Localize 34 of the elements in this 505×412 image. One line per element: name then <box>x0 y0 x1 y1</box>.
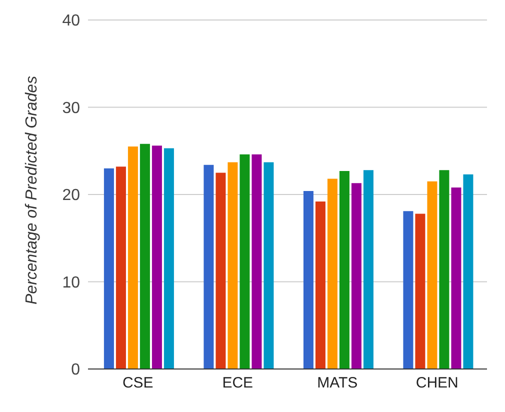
y-tick-label: 40 <box>62 12 80 30</box>
bar <box>363 170 374 369</box>
bar <box>116 166 126 369</box>
bar <box>128 146 138 369</box>
bar <box>463 174 474 369</box>
bar <box>216 172 226 369</box>
x-tick-label: CHEN <box>416 374 458 392</box>
bar <box>252 154 262 369</box>
bar <box>152 146 162 369</box>
y-tick-label: 10 <box>62 274 80 292</box>
bar <box>427 181 438 369</box>
y-tick-label: 20 <box>62 187 80 204</box>
bar <box>327 178 338 369</box>
bar <box>451 188 462 369</box>
x-tick-label: CSE <box>122 374 154 392</box>
bar <box>351 183 362 369</box>
bar <box>164 148 174 369</box>
x-tick-label: MATS <box>317 374 358 392</box>
y-axis-title: Percentage of Predicted Grades <box>24 76 41 304</box>
bar <box>403 211 414 369</box>
bar <box>204 164 214 369</box>
bar <box>240 154 250 369</box>
bar <box>303 191 314 369</box>
y-tick-label: 30 <box>62 100 80 117</box>
bar <box>415 214 426 369</box>
bar <box>264 162 274 369</box>
x-tick-label: ECE <box>222 374 254 392</box>
bar <box>339 170 350 369</box>
bar <box>140 144 150 369</box>
bar <box>315 201 326 369</box>
bar <box>228 162 238 369</box>
y-tick-label: 0 <box>71 362 80 379</box>
bar <box>439 170 450 369</box>
bar <box>104 168 114 369</box>
